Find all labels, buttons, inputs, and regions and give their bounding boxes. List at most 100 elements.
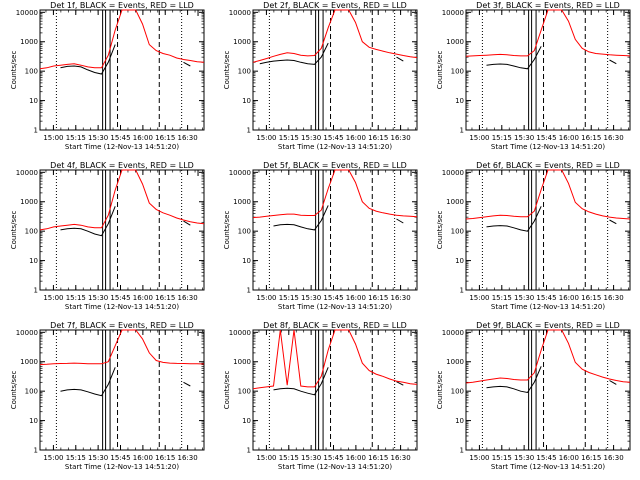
x-tick-label: 15:00 <box>43 294 63 302</box>
y-tick-label: 1 <box>247 127 251 135</box>
chart-title: Det 8f, BLACK = Events, RED = LLD <box>263 321 407 330</box>
y-tick-label: 1000 <box>20 38 38 46</box>
x-tick-label: 16:30 <box>604 294 624 302</box>
y-tick-label: 1 <box>460 447 464 455</box>
x-tick-label: 16:30 <box>178 134 198 142</box>
x-tick-label: 15:15 <box>279 134 299 142</box>
x-tick-label: 15:30 <box>301 294 321 302</box>
y-tick-label: 100 <box>238 228 251 236</box>
x-tick-label: 15:30 <box>88 134 108 142</box>
x-tick-label: 16:30 <box>391 294 411 302</box>
y-tick-label: 10000 <box>16 169 38 177</box>
chart-panel-7: Det 7f, BLACK = Events, RED = LLD 1 10 100 1… <box>10 321 205 471</box>
x-tick-label: 15:30 <box>88 294 108 302</box>
y-axis-label: Counts/sec <box>10 211 18 250</box>
x-tick-label: 15:30 <box>514 454 534 462</box>
plot-frame <box>39 9 205 131</box>
x-tick-label: 15:00 <box>469 454 489 462</box>
x-axis-label: Start Time (12-Nov-13 14:51:20) <box>65 463 179 471</box>
series-lld <box>39 169 205 231</box>
x-axis-label: Start Time (12-Nov-13 14:51:20) <box>278 463 392 471</box>
y-tick-label: 1000 <box>233 38 251 46</box>
x-tick-label: 16:00 <box>133 134 153 142</box>
series-events <box>486 366 617 394</box>
y-axis-label: Counts/sec <box>10 51 18 90</box>
y-tick-label: 10000 <box>229 9 251 17</box>
y-tick-label: 10000 <box>229 329 251 337</box>
x-axis-label: Start Time (12-Nov-13 14:51:20) <box>491 463 605 471</box>
x-tick-label: 15:00 <box>256 134 276 142</box>
x-tick-label: 16:30 <box>604 454 624 462</box>
chart-panel-3: Det 3f, BLACK = Events, RED = LLD 1 10 100 1… <box>436 1 631 151</box>
x-tick-label: 15:15 <box>279 454 299 462</box>
series-events <box>60 206 191 237</box>
y-tick-label: 1000 <box>20 198 38 206</box>
y-tick-label: 1 <box>34 447 38 455</box>
series-lld <box>39 9 205 70</box>
y-tick-label: 10000 <box>16 329 38 337</box>
series-events <box>486 206 617 232</box>
y-tick-label: 1000 <box>446 38 464 46</box>
chart-panel-8: Det 8f, BLACK = Events, RED = LLD 1 10 100 1… <box>223 321 418 471</box>
x-axis-label: Start Time (12-Nov-13 14:51:20) <box>65 143 179 151</box>
y-tick-label: 100 <box>451 68 464 76</box>
chart-title: Det 6f, BLACK = Events, RED = LLD <box>476 161 620 170</box>
x-tick-label: 15:45 <box>323 454 343 462</box>
y-tick-label: 100 <box>238 388 251 396</box>
x-tick-label: 15:30 <box>301 134 321 142</box>
x-tick-label: 16:30 <box>391 134 411 142</box>
series-lld <box>39 329 205 366</box>
x-tick-label: 16:15 <box>581 294 601 302</box>
chart-panel-5: Det 5f, BLACK = Events, RED = LLD 1 10 100 1… <box>223 161 418 311</box>
y-tick-label: 10 <box>455 257 464 265</box>
series-lld <box>465 329 631 384</box>
x-tick-label: 15:45 <box>323 134 343 142</box>
x-tick-label: 15:45 <box>110 294 130 302</box>
y-tick-label: 100 <box>238 68 251 76</box>
x-tick-label: 16:00 <box>346 454 366 462</box>
x-axis-label: Start Time (12-Nov-13 14:51:20) <box>278 303 392 311</box>
y-tick-label: 1 <box>34 127 38 135</box>
y-tick-label: 10 <box>29 257 38 265</box>
x-tick-label: 16:30 <box>604 134 624 142</box>
series-events <box>60 44 191 75</box>
x-tick-label: 15:45 <box>110 134 130 142</box>
series-lld <box>252 9 418 63</box>
plot-frame <box>39 169 205 291</box>
chart-panel-1: Det 1f, BLACK = Events, RED = LLD 1 10 100 1… <box>10 1 205 151</box>
plot-frame <box>465 329 631 451</box>
x-tick-label: 16:00 <box>133 294 153 302</box>
y-tick-label: 10 <box>242 97 251 105</box>
x-tick-label: 15:30 <box>301 454 321 462</box>
y-tick-label: 10000 <box>442 9 464 17</box>
series-events <box>259 42 404 65</box>
x-tick-label: 16:30 <box>391 454 411 462</box>
series-events <box>486 46 617 70</box>
y-tick-label: 1000 <box>233 198 251 206</box>
chart-panel-9: Det 9f, BLACK = Events, RED = LLD 1 10 100 1… <box>436 321 631 471</box>
y-tick-label: 1 <box>247 287 251 295</box>
chart-title: Det 1f, BLACK = Events, RED = LLD <box>50 1 194 10</box>
x-tick-label: 16:15 <box>155 294 175 302</box>
x-tick-label: 16:00 <box>133 454 153 462</box>
x-tick-label: 16:15 <box>368 134 388 142</box>
x-axis-label: Start Time (12-Nov-13 14:51:20) <box>491 143 605 151</box>
x-tick-label: 16:00 <box>559 134 579 142</box>
x-tick-label: 15:15 <box>66 134 86 142</box>
x-tick-label: 15:15 <box>66 454 86 462</box>
x-tick-label: 16:15 <box>581 454 601 462</box>
y-tick-label: 1000 <box>446 198 464 206</box>
plot-frame <box>252 9 418 131</box>
y-tick-label: 10000 <box>442 169 464 177</box>
series-events <box>60 367 191 397</box>
x-tick-label: 15:45 <box>323 294 343 302</box>
x-tick-label: 15:00 <box>469 134 489 142</box>
y-tick-label: 100 <box>25 228 38 236</box>
x-tick-label: 15:45 <box>536 134 556 142</box>
chart-title: Det 7f, BLACK = Events, RED = LLD <box>50 321 194 330</box>
x-tick-label: 15:15 <box>492 134 512 142</box>
y-axis-label: Counts/sec <box>10 371 18 410</box>
x-tick-label: 16:30 <box>178 294 198 302</box>
x-tick-label: 15:00 <box>256 454 276 462</box>
y-tick-label: 1 <box>460 287 464 295</box>
